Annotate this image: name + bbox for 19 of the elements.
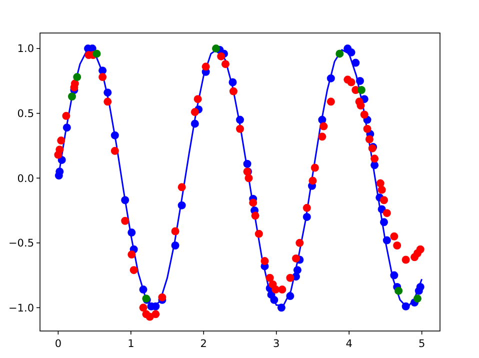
point [73, 73, 82, 82]
x-tick-label: 5 [418, 338, 426, 350]
x-tick-label: 1 [128, 338, 134, 350]
point [92, 50, 101, 58]
y-tick-label: 0.0 [17, 172, 34, 185]
point [357, 86, 366, 94]
point [394, 286, 403, 295]
point [336, 50, 344, 58]
y-tick-label: −0.5 [8, 238, 34, 250]
y-tick-label: 0.5 [17, 108, 34, 120]
x-tick-label: 3 [273, 338, 280, 350]
point [68, 92, 76, 100]
point [212, 44, 220, 53]
x-tick-label: 2 [200, 338, 207, 350]
y-tick-label: 1.0 [17, 43, 34, 56]
x-tick-label: 0 [54, 338, 62, 350]
x-tick-label: 4 [346, 338, 353, 350]
point [413, 294, 422, 303]
y-tick-label: −1.0 [8, 302, 34, 314]
